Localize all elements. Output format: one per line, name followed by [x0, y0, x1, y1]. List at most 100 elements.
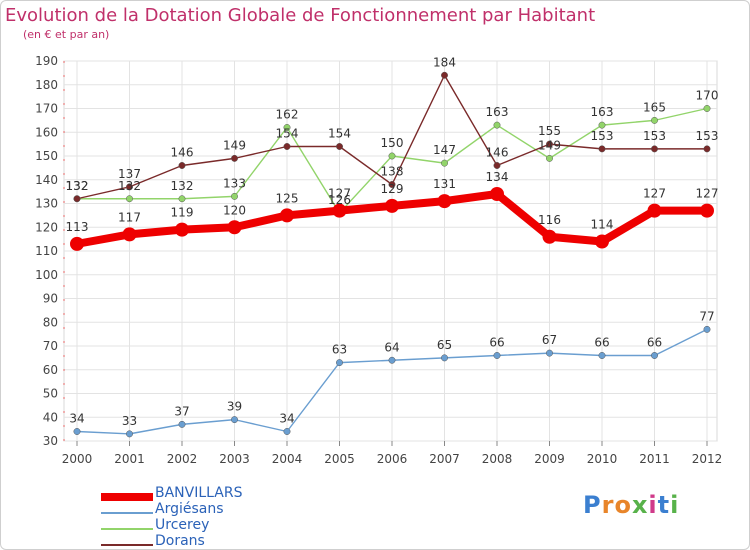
data-label-dorans: 184: [433, 55, 456, 69]
data-point-argiesans: [546, 349, 553, 357]
data-point-urcerey: [126, 195, 133, 203]
data-label-banvillars: 120: [223, 203, 246, 217]
legend-item-argiesans: Argiésans: [101, 501, 341, 518]
chart-subtitle: (en € et par an): [23, 28, 110, 41]
legend-swatch-banvillars: [101, 493, 153, 501]
data-point-argiesans: [651, 352, 658, 359]
data-point-dorans: [651, 145, 658, 153]
data-point-dorans: [703, 145, 711, 153]
x-tick-label: 2006: [377, 452, 408, 466]
y-tick-label: 100: [35, 268, 58, 282]
data-point-banvillars: [490, 187, 504, 201]
data-label-dorans: 155: [538, 124, 561, 138]
data-label-urcerey: 132: [66, 179, 89, 193]
data-point-dorans: [73, 195, 81, 203]
x-tick-label: 2011: [639, 452, 670, 466]
data-label-argiesans: 66: [489, 336, 504, 350]
data-point-banvillars: [227, 220, 242, 235]
legend-label-dorans: Dorans: [155, 533, 205, 549]
logo-letter: t: [657, 491, 671, 519]
data-label-dorans: 153: [696, 129, 719, 143]
y-tick-label: 120: [35, 220, 58, 234]
data-point-dorans: [598, 145, 606, 153]
data-label-argiesans: 39: [227, 400, 242, 414]
data-point-banvillars: [385, 198, 399, 213]
data-label-urcerey: 132: [118, 179, 141, 193]
data-point-banvillars: [437, 194, 452, 209]
y-tick-label: 110: [35, 244, 58, 258]
data-label-dorans: 153: [643, 129, 666, 143]
legend-item-dorans: Dorans: [101, 533, 341, 549]
data-point-dorans: [231, 154, 238, 162]
data-point-dorans: [126, 183, 133, 191]
data-label-argiesans: 64: [384, 340, 399, 354]
series-urcerey: [73, 105, 711, 217]
data-label-banvillars: 125: [276, 191, 299, 205]
legend-item-urcerey: Urcerey: [101, 517, 341, 534]
x-tick-label: 2009: [534, 452, 565, 466]
data-point-banvillars: [332, 203, 347, 218]
data-point-urcerey: [703, 105, 711, 112]
x-tick-label: 2000: [62, 452, 93, 466]
legend-swatch-urcerey: [101, 528, 153, 530]
data-point-dorans: [283, 143, 291, 150]
data-point-argiesans: [336, 359, 343, 367]
logo-letter: i: [670, 491, 680, 519]
data-label-argiesans: 77: [699, 309, 714, 323]
y-tick-label: 80: [43, 315, 58, 329]
data-label-dorans: 138: [381, 165, 404, 179]
data-label-banvillars: 119: [171, 206, 194, 220]
data-label-urcerey: 163: [591, 105, 614, 119]
data-point-banvillars: [122, 227, 137, 242]
data-label-dorans: 146: [171, 146, 194, 160]
y-tick-label: 40: [43, 410, 58, 424]
data-point-argiesans: [441, 354, 448, 362]
y-tick-label: 50: [43, 387, 58, 401]
data-point-urcerey: [441, 159, 448, 167]
data-point-banvillars: [700, 203, 714, 218]
data-label-banvillars: 134: [486, 170, 509, 184]
legend-swatch-argiesans: [101, 512, 153, 514]
y-tick-label: 150: [35, 149, 58, 163]
data-point-urcerey: [598, 121, 606, 129]
x-tick-label: 2005: [324, 452, 355, 466]
x-tick-label: 2003: [219, 452, 250, 466]
data-label-urcerey: 132: [171, 179, 194, 193]
data-point-urcerey: [546, 154, 553, 162]
data-point-dorans: [493, 162, 501, 169]
y-tick-label: 70: [43, 339, 58, 353]
y-tick-label: 90: [43, 292, 58, 306]
data-point-urcerey: [178, 195, 186, 203]
data-label-banvillars: 117: [118, 210, 141, 224]
series-dorans: [73, 71, 711, 203]
data-point-argiesans: [126, 430, 133, 438]
data-point-banvillars: [542, 229, 557, 244]
data-label-dorans: 154: [328, 127, 351, 141]
data-point-argiesans: [231, 416, 238, 424]
x-tick-label: 2010: [587, 452, 618, 466]
data-point-argiesans: [73, 428, 81, 435]
x-tick-label: 2012: [692, 452, 723, 466]
logo-letter: x: [631, 491, 649, 519]
legend-label-argiesans: Argiésans: [155, 501, 224, 517]
data-point-urcerey: [231, 192, 238, 200]
y-tick-label: 30: [43, 434, 58, 448]
data-point-argiesans: [283, 428, 291, 435]
data-point-urcerey: [493, 121, 501, 129]
y-tick-label: 170: [35, 102, 58, 116]
data-point-argiesans: [388, 356, 396, 364]
logo-letter: i: [648, 491, 658, 519]
data-label-urcerey: 149: [538, 138, 561, 152]
data-label-argiesans: 66: [594, 336, 609, 350]
data-point-banvillars: [175, 222, 189, 237]
data-point-urcerey: [388, 152, 396, 160]
data-label-dorans: 153: [591, 129, 614, 143]
data-label-urcerey: 165: [643, 100, 666, 114]
data-label-argiesans: 67: [542, 333, 557, 347]
data-point-urcerey: [283, 124, 291, 131]
data-label-urcerey: 163: [486, 105, 509, 119]
data-label-dorans: 146: [486, 146, 509, 160]
data-label-urcerey: 133: [223, 176, 246, 190]
x-tick-label: 2004: [272, 452, 303, 466]
